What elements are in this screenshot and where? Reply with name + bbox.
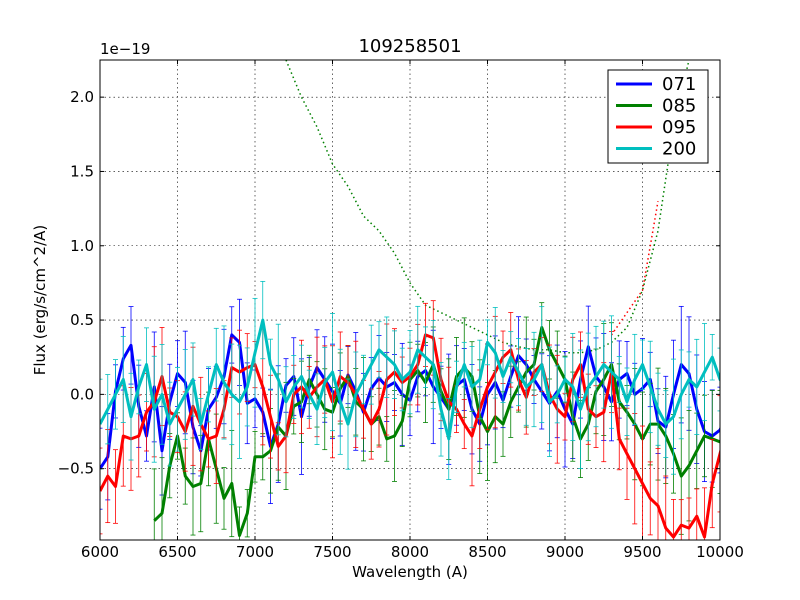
legend-label-095: 095: [662, 117, 696, 138]
chart-title: 109258501: [358, 36, 461, 57]
series-line-095: [100, 333, 720, 539]
data-layer: [100, 60, 720, 540]
legend-label-071: 071: [662, 74, 696, 95]
x-axis-label: Wavelength (A): [352, 563, 468, 581]
x-tick-label: 9000: [546, 543, 584, 561]
x-tick-label: 8500: [468, 543, 506, 561]
y-axis-label: Flux (erg/s/cm^2/A): [31, 225, 49, 376]
x-tick-label: 7500: [313, 543, 351, 561]
tick-layer: 6000 6500 7000 7500 8000 8500 9000 9500 10000 −0.…: [58, 60, 744, 561]
reference-curve-1: [285, 60, 690, 354]
reference-curve-2: [610, 201, 659, 336]
x-tick-label: 8000: [391, 543, 429, 561]
y-offset-label: 1e−19: [100, 40, 150, 58]
series-line-200: [100, 318, 720, 441]
y-tick-label: 1.0: [70, 237, 94, 255]
y-tick-label: 0.5: [70, 311, 94, 329]
y-tick-label: 2.0: [70, 88, 94, 106]
legend-label-085: 085: [662, 96, 696, 117]
x-tick-label: 7000: [236, 543, 274, 561]
y-tick-label: 1.5: [70, 162, 94, 180]
x-tick-label: 9500: [623, 543, 661, 561]
x-tick-label: 6500: [158, 543, 196, 561]
y-tick-label: −0.5: [58, 460, 94, 478]
x-tick-label: 6000: [81, 543, 119, 561]
series-200: [100, 280, 720, 480]
x-tick-label: 10000: [696, 543, 744, 561]
y-tick-label: 0.0: [70, 385, 94, 403]
legend-label-200: 200: [662, 139, 696, 160]
